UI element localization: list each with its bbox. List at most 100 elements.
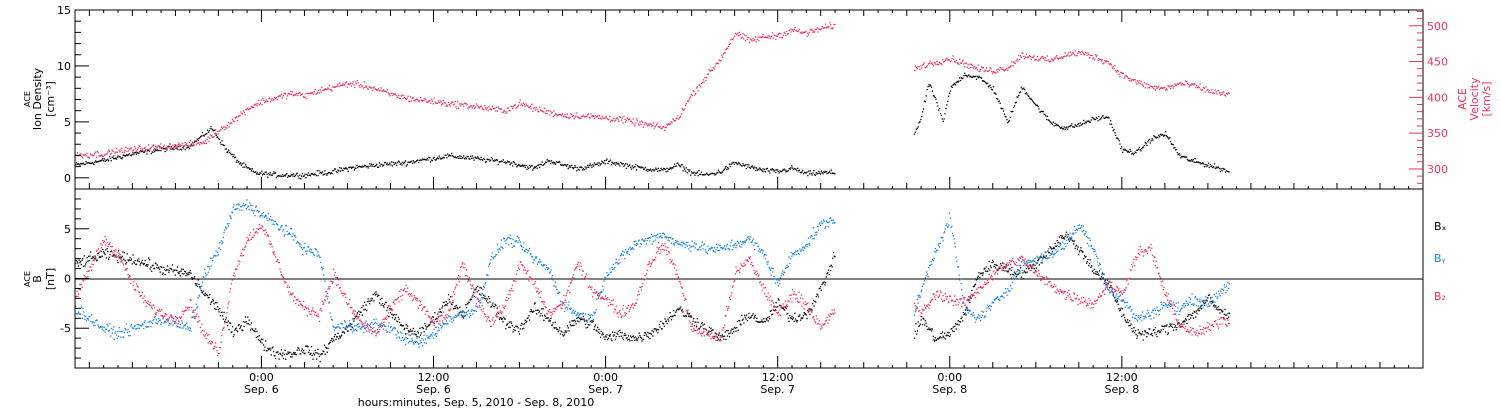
by-point: [164, 320, 166, 322]
density-point: [731, 162, 733, 164]
bx-point: [787, 317, 789, 319]
density-point: [1049, 120, 1051, 123]
bx-point: [547, 317, 549, 319]
by-point: [507, 236, 509, 238]
velocity-point: [1197, 86, 1200, 88]
density-point: [737, 163, 739, 166]
density-point: [794, 168, 796, 170]
bx-point: [516, 325, 518, 328]
density-point: [128, 153, 130, 156]
bx-point: [1060, 235, 1062, 237]
density-point: [1063, 126, 1065, 128]
by-point: [405, 336, 407, 339]
density-point: [693, 171, 695, 173]
velocity-point: [1159, 87, 1162, 89]
bx-point: [125, 261, 128, 264]
density-point: [182, 146, 185, 148]
bx-point: [690, 316, 693, 318]
density-point: [1064, 128, 1066, 130]
bx-point: [539, 315, 541, 317]
bx-point: [731, 332, 734, 334]
velocity-point: [398, 97, 401, 99]
bx-point: [103, 251, 105, 253]
velocity-point: [308, 92, 310, 95]
bx-point: [1124, 319, 1126, 321]
velocity-point: [946, 58, 948, 60]
bx-point: [1190, 317, 1192, 319]
by-point: [279, 228, 281, 230]
by-point: [559, 300, 561, 302]
by-point: [204, 268, 206, 270]
by-point: [551, 275, 554, 277]
by-point: [536, 263, 539, 265]
bx-point: [234, 328, 237, 330]
bx-point: [1073, 240, 1076, 242]
velocity-point: [1071, 53, 1073, 55]
bx-point: [607, 338, 609, 341]
bx-point: [676, 308, 678, 311]
density-point: [112, 156, 114, 158]
density-point: [567, 167, 569, 170]
density-point: [201, 132, 204, 134]
density-point: [458, 157, 460, 159]
velocity-point: [792, 30, 795, 32]
density-point: [544, 161, 547, 163]
bx-point: [496, 307, 498, 309]
velocity-point: [1077, 52, 1079, 54]
density-point: [76, 163, 78, 165]
density-point: [262, 172, 265, 175]
velocity-point: [299, 92, 301, 94]
bx-point: [259, 340, 261, 342]
bx-point: [86, 257, 88, 259]
velocity-point: [392, 94, 394, 97]
bx-point: [733, 331, 735, 333]
velocity-point: [650, 123, 652, 125]
density-point: [127, 154, 129, 157]
density-point: [764, 168, 766, 170]
density-point: [412, 160, 414, 162]
bx-point: [430, 318, 432, 320]
density-point: [470, 157, 473, 159]
by-point: [297, 241, 299, 244]
velocity-point: [766, 37, 768, 39]
velocity-point: [260, 99, 262, 101]
by-point: [92, 321, 94, 323]
velocity-point: [604, 116, 607, 118]
velocity-axis-label-line1: ACE: [1456, 88, 1469, 110]
bx-point: [1137, 329, 1139, 331]
bx-point: [1112, 294, 1114, 296]
density-point: [544, 163, 546, 165]
density-point: [619, 161, 622, 164]
bx-point: [949, 334, 952, 336]
velocity-point: [757, 36, 759, 38]
velocity-point: [126, 150, 128, 152]
density-point: [651, 169, 653, 171]
bx-point: [164, 273, 166, 276]
bx-point: [1197, 308, 1200, 310]
bx-point: [141, 259, 143, 261]
velocity-axis-label: ACE Velocity [km/s]: [1456, 77, 1493, 121]
by-point: [362, 326, 364, 328]
by-point: [195, 303, 197, 305]
density-point: [1047, 119, 1049, 121]
velocity-point: [716, 62, 719, 64]
velocity-point: [517, 105, 519, 108]
density-point: [643, 168, 646, 170]
density-point: [663, 167, 665, 170]
density-point: [349, 166, 351, 168]
bx-point: [741, 319, 744, 321]
bx-point: [1138, 332, 1140, 334]
bx-point: [665, 320, 667, 323]
bx-point: [85, 263, 87, 265]
by-point: [234, 208, 236, 210]
density-point: [538, 164, 540, 166]
density-point: [661, 169, 663, 171]
by-point: [325, 291, 327, 293]
density-point: [432, 157, 434, 159]
by-point: [333, 329, 336, 331]
density-point: [340, 167, 342, 169]
density-point: [286, 173, 288, 175]
bx-point: [490, 306, 492, 308]
bx-point: [1168, 326, 1170, 328]
density-point: [771, 168, 774, 170]
